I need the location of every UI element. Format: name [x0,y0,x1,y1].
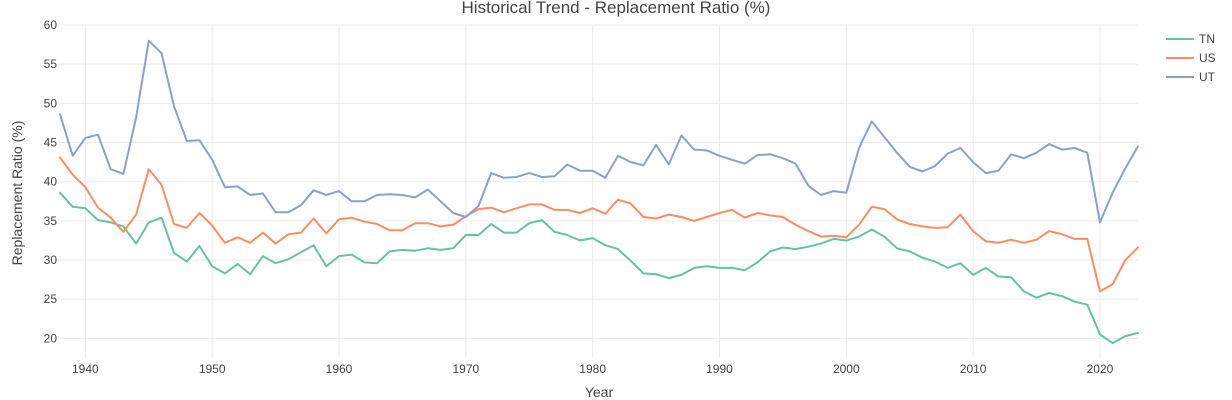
legend: TN US UT [1166,32,1216,84]
y-tick-label: 25 [44,292,58,306]
legend-label-tn: TN [1199,32,1215,46]
legend-label-ut: UT [1199,70,1216,84]
y-tick-label: 35 [44,214,58,228]
x-tick-label: 2000 [833,362,860,376]
grid [60,24,1138,358]
chart-title: Historical Trend - Replacement Ratio (%) [462,0,771,17]
y-tick-label: 45 [44,136,58,150]
x-tick-label: 2020 [1087,362,1114,376]
x-tick-label: 1970 [452,362,479,376]
y-tick-label: 20 [44,331,58,345]
x-tick-label: 1960 [326,362,353,376]
x-axis-ticks: 1940 1950 1960 1970 1980 1990 2000 2010 2020 [72,362,1114,376]
legend-label-us: US [1199,51,1216,65]
series-line-us [59,156,1139,293]
y-tick-label: 40 [44,175,58,189]
x-tick-label: 1990 [706,362,733,376]
y-tick-label: 60 [44,18,58,32]
x-axis-label: Year [585,384,614,400]
x-tick-label: 1940 [72,362,99,376]
series-line-tn [59,191,1139,345]
series-line-ut [59,39,1139,224]
series-lines [59,39,1139,345]
x-tick-label: 2010 [960,362,987,376]
y-tick-label: 50 [44,96,58,110]
x-tick-label: 1980 [579,362,606,376]
y-tick-label: 30 [44,253,58,267]
x-tick-label: 1950 [199,362,226,376]
y-tick-label: 55 [44,57,58,71]
y-axis-ticks: 20 25 30 35 40 45 50 55 60 [44,18,58,345]
y-axis-label: Replacement Ratio (%) [9,121,25,266]
